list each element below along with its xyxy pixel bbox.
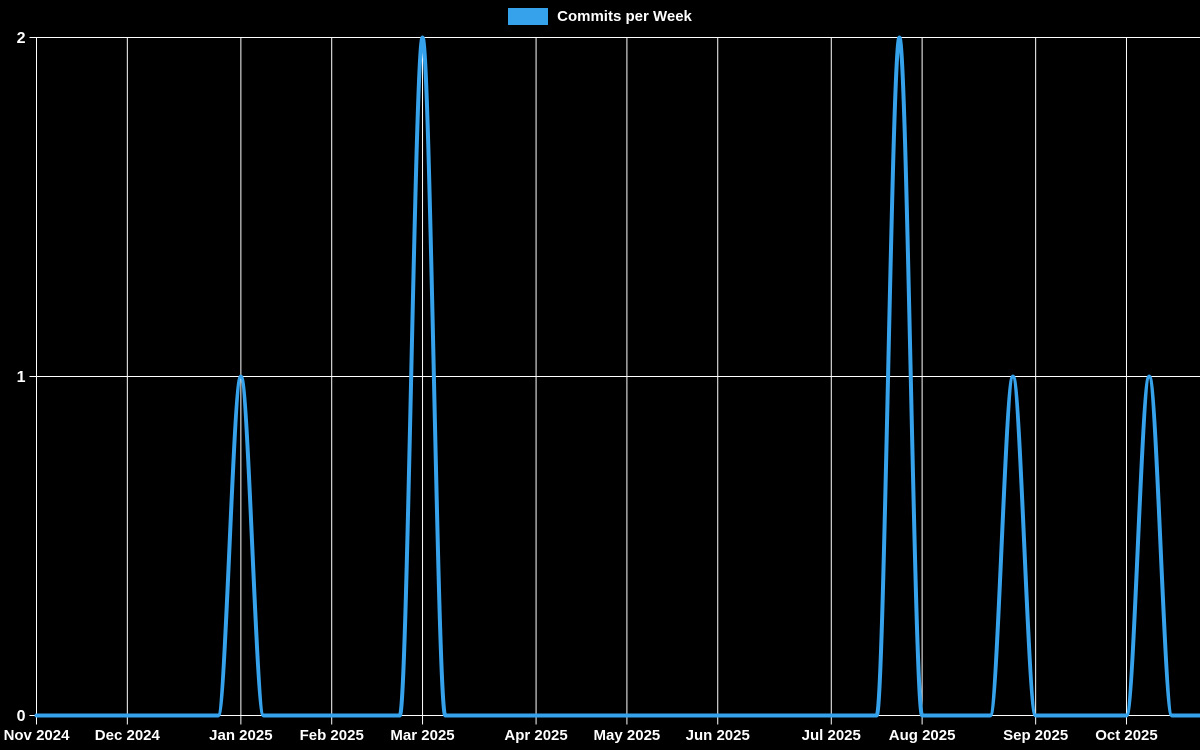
legend-item-commits-per-week[interactable]: Commits per Week <box>508 8 692 25</box>
x-tick-label: Sep 2025 <box>1003 727 1068 744</box>
y-tick-label: 2 <box>17 30 26 47</box>
chart-legend: Commits per Week <box>0 0 1200 25</box>
legend-swatch <box>508 8 549 25</box>
x-tick-label: Jan 2025 <box>209 727 272 744</box>
x-tick-label: Apr 2025 <box>504 727 567 744</box>
x-tick-label: Feb 2025 <box>300 727 364 744</box>
x-tick-label: May 2025 <box>594 727 661 744</box>
y-tick-label: 1 <box>17 369 26 386</box>
x-tick-label: Dec 2024 <box>95 727 161 744</box>
commits-line <box>34 35 1200 718</box>
x-tick-label: Oct 2025 <box>1095 727 1158 744</box>
x-tick-label: Jul 2025 <box>802 727 861 744</box>
legend-label: Commits per Week <box>557 8 692 25</box>
x-tick-label: Aug 2025 <box>889 727 956 744</box>
y-tick-label: 0 <box>17 708 26 725</box>
x-tick-label: Jun 2025 <box>686 727 750 744</box>
x-tick-label: Nov 2024 <box>4 727 71 744</box>
x-tick-label: Mar 2025 <box>390 727 454 744</box>
